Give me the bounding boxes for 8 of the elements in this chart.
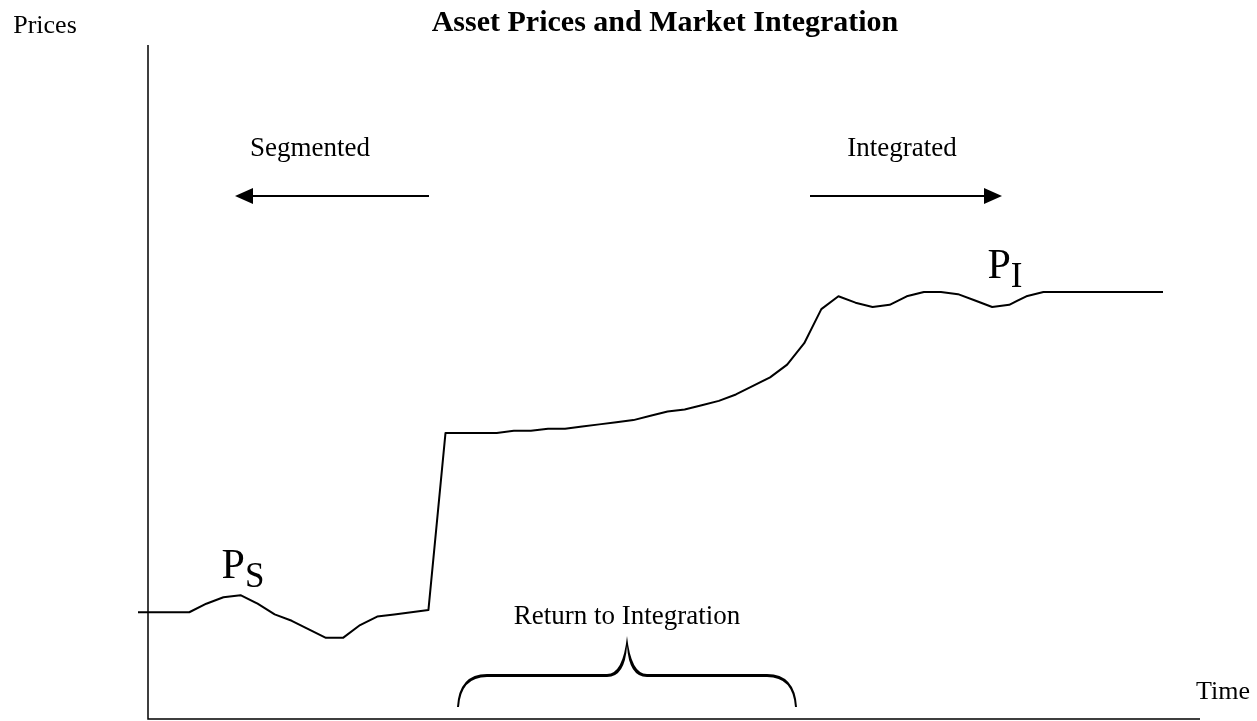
chart-title: Asset Prices and Market Integration [431,4,899,38]
annotation: P$_{S}$ [221,540,265,597]
x-axis-title: Time [1196,676,1250,706]
annotation: Return to Integration [513,600,741,631]
text: Prices [13,10,77,40]
text: Segmented [250,132,370,163]
annotation: P$_{I}$ [987,240,1023,297]
text: Integrated [847,132,957,163]
